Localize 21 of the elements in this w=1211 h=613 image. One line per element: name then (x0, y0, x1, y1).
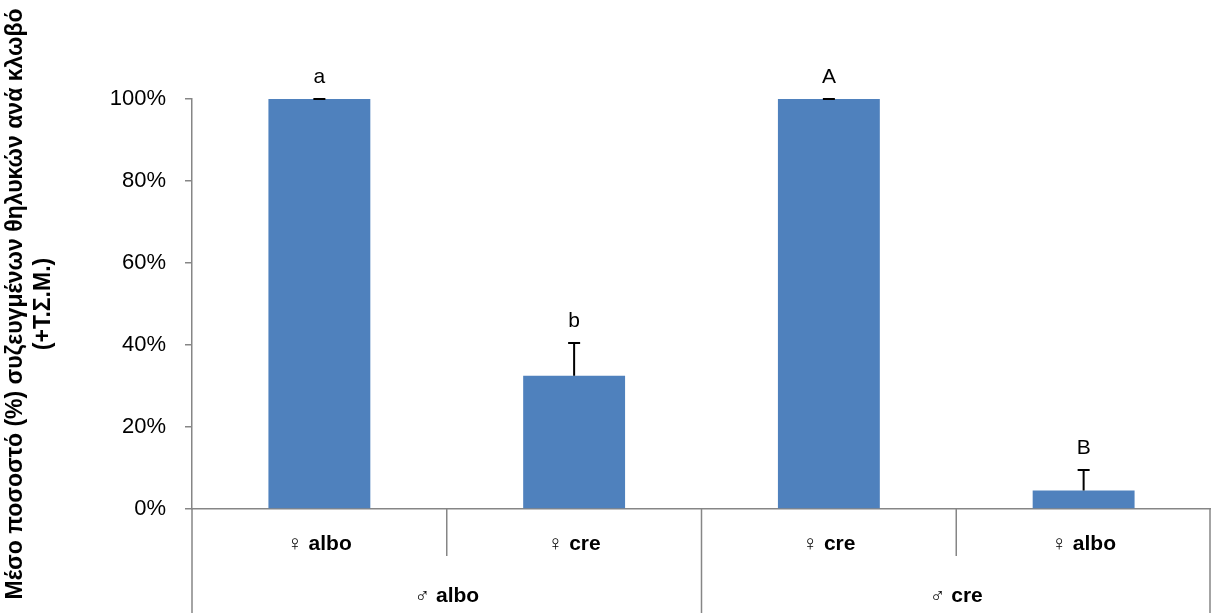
data-label: B (1076, 435, 1091, 459)
x-tick-label: ♀ albo (1051, 531, 1117, 555)
data-label: a (313, 64, 326, 87)
y-tick-label: 80% (121, 167, 166, 193)
y-tick-label: 60% (121, 249, 166, 275)
y-axis-title: Μέσο ποσοστό (%) συζευγμένων θηλυκών ανά κλωβό (+Τ.Σ.Μ.) (1, 8, 55, 600)
y-tick-label: 0% (134, 495, 166, 521)
y-tick-label: 20% (121, 413, 166, 439)
y-tick-label: 100% (109, 85, 166, 111)
bar (1032, 490, 1135, 509)
x-tick-label: ♀ cre (802, 531, 856, 555)
text: ♂ albo (414, 582, 480, 606)
bar (523, 375, 626, 509)
data-label: A (821, 64, 836, 87)
bar (777, 99, 880, 509)
text: ♂ cre (929, 582, 983, 606)
y-tick-label: 40% (121, 331, 166, 357)
x-tick-label: ♀ cre (547, 531, 601, 555)
x-tick-label: ♀ albo (286, 531, 352, 555)
bar (268, 99, 371, 509)
data-label: b (568, 307, 580, 331)
